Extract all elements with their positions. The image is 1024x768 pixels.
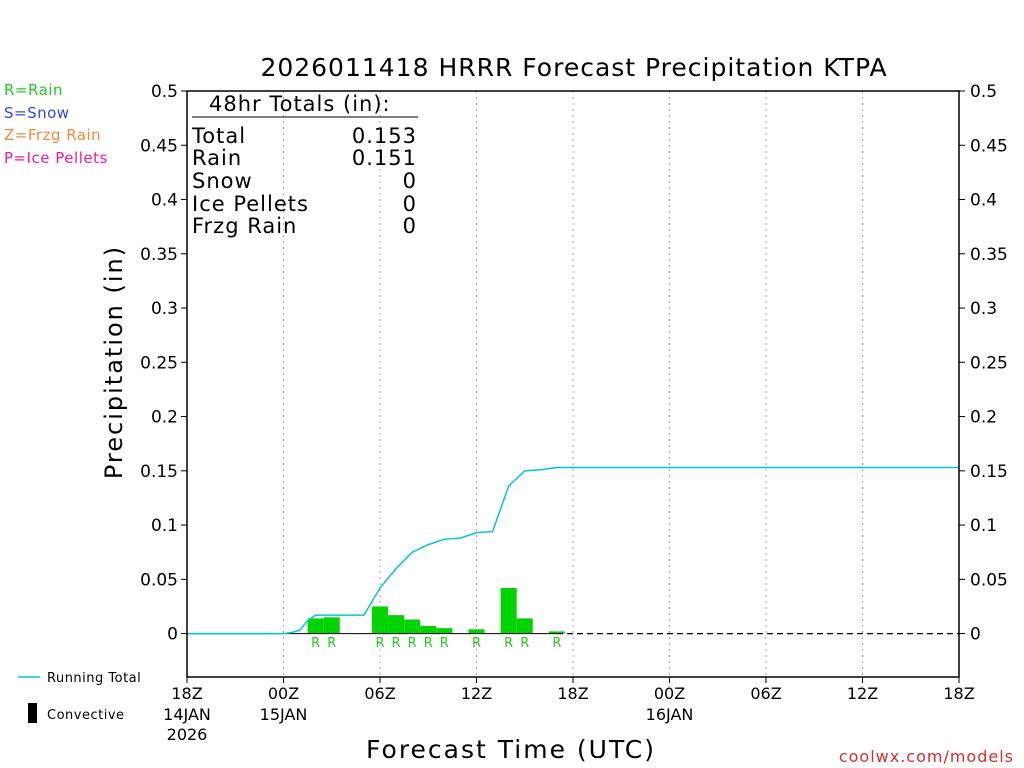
- precip-bar: [404, 619, 421, 634]
- legend-snow: S=Snow: [4, 104, 70, 122]
- precip-bar: [307, 618, 324, 634]
- y-tick-label-right: 0.15: [970, 462, 1008, 482]
- ptype-marker: R: [552, 636, 561, 651]
- y-tick-label-right: 0.35: [970, 245, 1008, 265]
- y-tick-label-left: 0: [167, 625, 178, 645]
- watermark: coolwx.com/models: [839, 747, 1014, 766]
- x-tick-label: 18Z: [171, 684, 202, 703]
- precip-bar: [420, 625, 437, 634]
- totals-label-total: Total: [191, 124, 246, 148]
- ptype-marker: R: [520, 636, 529, 651]
- ptype-marker: R: [375, 636, 384, 651]
- precip-bar: [468, 629, 485, 634]
- running-total-layer: [187, 466, 959, 635]
- totals-value-ice-pellets: 0: [403, 192, 417, 216]
- running-total-legend-label: Running Total: [47, 671, 141, 686]
- legend-frzg-rain: Z=Frzg Rain: [4, 126, 102, 144]
- y-tick-label-left: 0.15: [140, 462, 178, 482]
- precip-bar: [323, 617, 340, 634]
- y-axis-label: Precipitation (in): [100, 245, 128, 479]
- y-tick-label-left: 0.45: [140, 136, 178, 156]
- x-tick-label: 12Z: [461, 684, 492, 703]
- chart-title: 2026011418 HRRR Forecast Precipitation K…: [260, 53, 887, 82]
- ptype-marker: R: [472, 636, 481, 651]
- totals-label-ice-pellets: Ice Pellets: [192, 192, 309, 216]
- y-tick-label-left: 0.25: [140, 353, 178, 373]
- x-tick-date: 15JAN: [260, 705, 308, 724]
- x-tick-label: 18Z: [557, 684, 588, 703]
- totals-box: 48hr Totals (in): Total 0.153 Rain 0.151…: [191, 92, 418, 238]
- x-axis-label: Forecast Time (UTC): [366, 735, 656, 764]
- y-tick-label-left: 0.2: [151, 408, 178, 428]
- x-tick-label: 00Z: [654, 684, 685, 703]
- y-tick-label-right: 0.1: [970, 516, 997, 536]
- totals-label-rain: Rain: [192, 146, 242, 170]
- bottom-legend: Running Total Convective: [18, 671, 141, 723]
- precip-bar: [500, 588, 517, 634]
- ptype-marker: R: [504, 636, 513, 651]
- ptype-marker: R: [440, 636, 449, 651]
- gridlines: [283, 91, 863, 677]
- totals-value-total: 0.153: [352, 124, 417, 148]
- totals-label-frzg-rain: Frzg Rain: [192, 214, 297, 238]
- y-tick-label-right: 0.25: [970, 353, 1008, 373]
- y-tick-label-left: 0.35: [140, 245, 178, 265]
- ptype-marker: R: [408, 636, 417, 651]
- y-ticks: 0 00.05 0.050.1 0.10.15 0.150.2 0.20.25 0.250.…: [140, 82, 1008, 645]
- x-tick-label: 00Z: [268, 684, 299, 703]
- y-tick-label-left: 0.1: [151, 516, 178, 536]
- x-tick-label: 18Z: [943, 684, 974, 703]
- y-tick-label-right: 0.3: [970, 299, 997, 319]
- ptype-marker: R: [392, 636, 401, 651]
- y-tick-label-right: 0.2: [970, 408, 997, 428]
- legend-rain: R=Rain: [4, 81, 63, 99]
- totals-heading: 48hr Totals (in):: [209, 92, 391, 116]
- totals-label-snow: Snow: [192, 169, 253, 193]
- y-tick-label-left: 0.5: [151, 82, 178, 102]
- totals-value-rain: 0.151: [352, 146, 417, 170]
- y-tick-label-left: 0.4: [151, 191, 178, 211]
- y-tick-label-right: 0.5: [970, 82, 997, 102]
- x-tick-label: 12Z: [847, 684, 878, 703]
- precip-bar: [436, 628, 453, 634]
- precip-bars: [307, 588, 565, 634]
- y-tick-label-left: 0.05: [140, 570, 178, 590]
- x-tick-date: 14JAN: [163, 705, 211, 724]
- totals-value-snow: 0: [403, 169, 417, 193]
- convective-legend-swatch: [28, 703, 37, 723]
- precip-bar: [388, 615, 405, 634]
- x-tick-date: 16JAN: [646, 705, 694, 724]
- convective-legend-label: Convective: [47, 708, 125, 723]
- running-total-line: [187, 466, 959, 635]
- plot-frame: [186, 90, 960, 678]
- legend-ice-pellets: P=Ice Pellets: [4, 149, 108, 167]
- ptype-marker: R: [424, 636, 433, 651]
- y-tick-label-right: 0.05: [970, 570, 1008, 590]
- y-tick-label-right: 0.4: [970, 191, 997, 211]
- y-tick-label-left: 0.3: [151, 299, 178, 319]
- precip-bar: [548, 631, 565, 634]
- y-tick-label-right: 0: [970, 625, 981, 645]
- ptype-marker: R: [327, 636, 336, 651]
- precip-bar: [371, 606, 389, 634]
- precip-bar: [516, 618, 533, 634]
- x-tick-year: 2026: [167, 725, 208, 744]
- x-tick-label: 06Z: [364, 684, 395, 703]
- ptype-marker: R: [311, 636, 320, 651]
- y-tick-label-right: 0.45: [970, 136, 1008, 156]
- totals-value-frzg-rain: 0: [403, 214, 417, 238]
- x-tick-label: 06Z: [750, 684, 781, 703]
